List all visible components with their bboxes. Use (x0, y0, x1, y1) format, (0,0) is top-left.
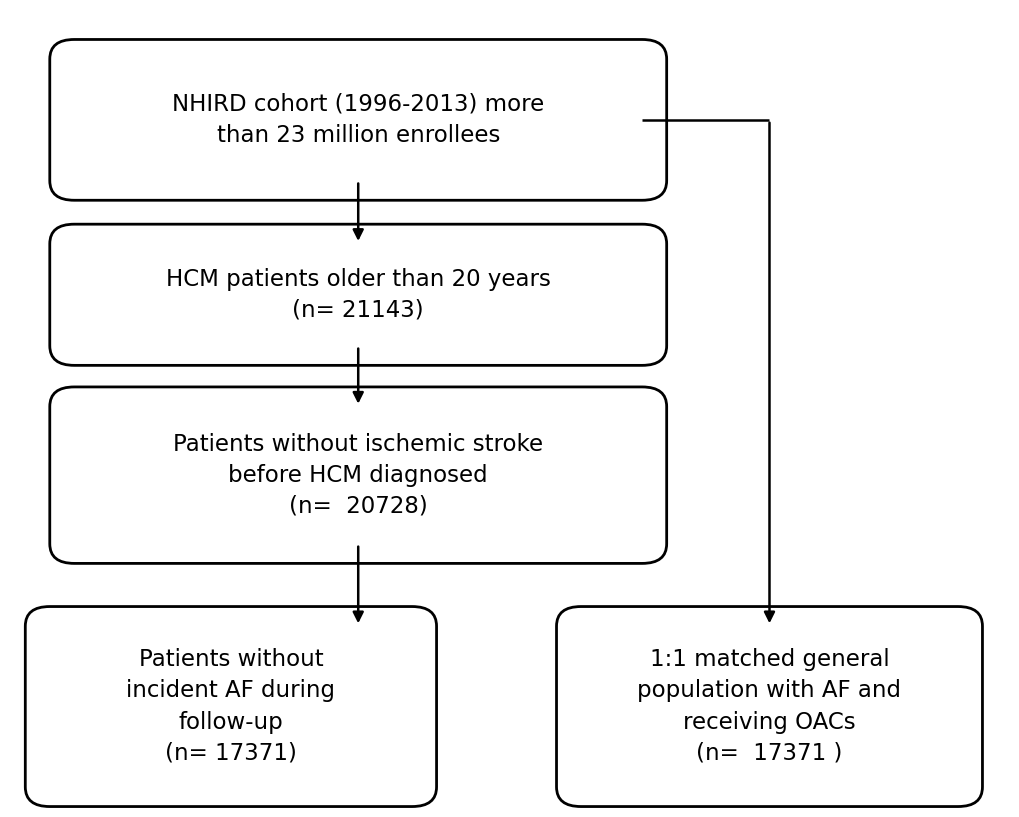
Text: Patients without ischemic stroke
before HCM diagnosed
(n=  20728): Patients without ischemic stroke before … (173, 432, 543, 518)
FancyBboxPatch shape (50, 39, 666, 200)
Text: 1:1 matched general
population with AF and
receiving OACs
(n=  17371 ): 1:1 matched general population with AF a… (637, 649, 901, 765)
Text: NHIRD cohort (1996-2013) more
than 23 million enrollees: NHIRD cohort (1996-2013) more than 23 mi… (172, 93, 544, 147)
FancyBboxPatch shape (50, 224, 666, 365)
Text: HCM patients older than 20 years
(n= 21143): HCM patients older than 20 years (n= 211… (166, 268, 550, 322)
FancyBboxPatch shape (50, 387, 666, 564)
FancyBboxPatch shape (556, 606, 981, 806)
FancyBboxPatch shape (25, 606, 436, 806)
Text: Patients without
incident AF during
follow-up
(n= 17371): Patients without incident AF during foll… (126, 649, 335, 765)
